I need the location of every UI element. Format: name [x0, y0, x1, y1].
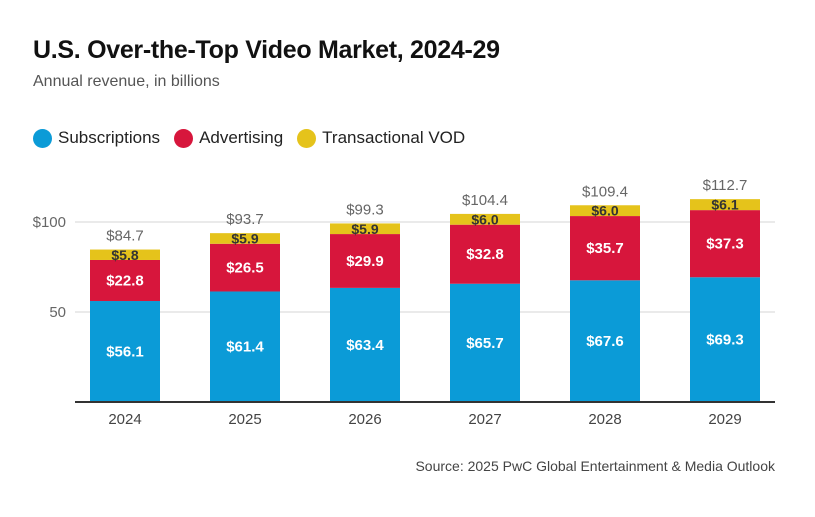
legend-label: Subscriptions: [58, 128, 161, 147]
total-label: $99.3: [346, 201, 384, 218]
bar-segment-advertising: [690, 210, 760, 278]
bar-segment-transactional-vod: [90, 249, 160, 260]
data-label: $61.4: [226, 339, 264, 356]
x-tick-label: 2028: [588, 411, 621, 428]
total-label: $104.4: [462, 192, 508, 209]
x-tick-label: 2029: [708, 411, 741, 428]
bar-segment-subscriptions: [210, 291, 280, 402]
bar-segment-advertising: [450, 224, 520, 284]
x-tick-label: 2025: [228, 411, 261, 428]
data-label: $5.9: [231, 230, 258, 246]
y-tick-label: 50: [49, 304, 66, 321]
y-tick-label: $100: [33, 214, 66, 231]
bar-segment-transactional-vod: [450, 213, 520, 225]
x-tick-label: 2026: [348, 411, 381, 428]
data-label: $5.8: [111, 247, 138, 263]
data-label: $65.7: [466, 335, 504, 352]
total-label: $93.7: [226, 211, 264, 228]
x-tick-label: 2024: [108, 411, 141, 428]
bar-segment-subscriptions: [450, 283, 520, 402]
legend-swatch: [33, 128, 52, 148]
data-label: $32.8: [466, 246, 504, 263]
x-tick-label: 2027: [468, 411, 501, 428]
bar-segment-advertising: [330, 234, 400, 288]
bar-segment-transactional-vod: [210, 233, 280, 244]
bar-segment-subscriptions: [690, 277, 760, 402]
data-label: $22.8: [106, 273, 144, 290]
source-note: Source: 2025 PwC Global Entertainment & …: [415, 458, 775, 474]
data-label: $26.5: [226, 260, 264, 277]
data-label: $6.0: [591, 203, 618, 219]
total-label: $109.4: [582, 183, 628, 200]
data-label: $37.3: [706, 236, 744, 253]
bar-segment-advertising: [570, 216, 640, 281]
legend-swatch: [297, 128, 317, 148]
bar-segment-advertising: [90, 259, 160, 302]
bar-segment-transactional-vod: [330, 223, 400, 235]
chart-title: U.S. Over-the-Top Video Market, 2024-29: [33, 36, 500, 64]
data-label: $63.4: [346, 337, 384, 354]
data-label: $35.7: [586, 240, 624, 257]
data-label: $6.0: [471, 211, 498, 227]
legend: Subscriptions Advertising Transactional …: [33, 128, 465, 148]
data-label: $6.1: [711, 197, 738, 213]
data-label: $67.6: [586, 333, 624, 350]
data-label: $5.9: [351, 221, 378, 237]
bar-segment-transactional-vod: [570, 205, 640, 217]
legend-item-advertising: Advertising: [174, 128, 283, 148]
data-label: $69.3: [706, 332, 744, 349]
legend-label: Transactional VOD: [322, 128, 466, 147]
total-label: $112.7: [703, 177, 748, 194]
legend-label: Advertising: [199, 128, 284, 147]
bar-segment-advertising: [210, 243, 280, 292]
bar-segment-transactional-vod: [690, 199, 760, 211]
data-label: $56.1: [106, 344, 144, 361]
bar-segment-subscriptions: [570, 280, 640, 402]
chart-subtitle: Annual revenue, in billions: [33, 73, 220, 90]
bar-segment-subscriptions: [330, 287, 400, 402]
legend-item-tvod: Transactional VOD: [297, 128, 465, 148]
legend-swatch: [174, 128, 194, 148]
data-label: $29.9: [346, 253, 384, 270]
total-label: $84.7: [106, 228, 144, 245]
legend-item-subscriptions: Subscriptions: [33, 128, 160, 148]
bar-segment-subscriptions: [90, 301, 160, 402]
